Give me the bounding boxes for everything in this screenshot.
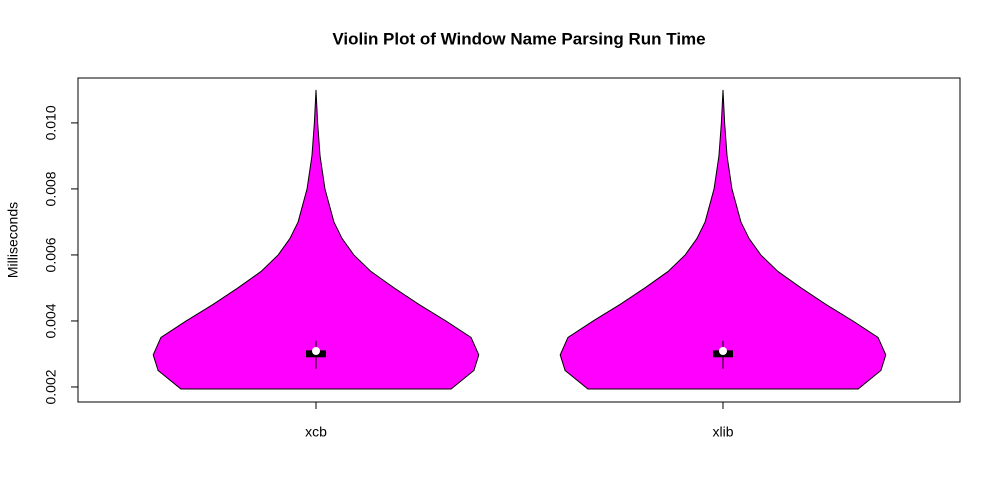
- y-tick-label: 0.002: [43, 369, 59, 404]
- x-tick-label: xcb: [305, 424, 327, 440]
- x-tick-label: xlib: [712, 424, 733, 440]
- violin: [152, 89, 480, 390]
- median: [312, 346, 320, 355]
- violin: [559, 89, 887, 390]
- y-tick-label: 0.010: [43, 105, 59, 140]
- y-axis-label: Milliseconds: [5, 202, 21, 278]
- y-tick-label: 0.004: [43, 303, 59, 338]
- plot-frame: [77, 77, 961, 403]
- y-tick-label: 0.006: [43, 237, 59, 272]
- median: [719, 346, 727, 355]
- chart-title: Violin Plot of Window Name Parsing Run T…: [332, 29, 705, 48]
- y-tick-label: 0.008: [43, 171, 59, 206]
